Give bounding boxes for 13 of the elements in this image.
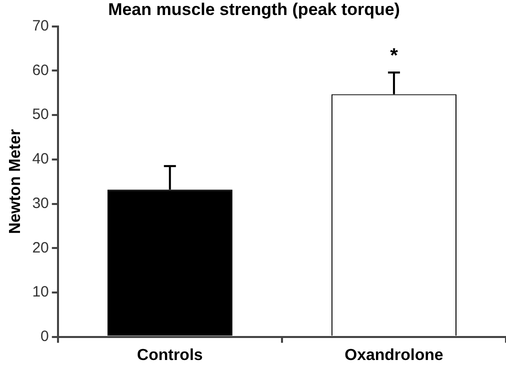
y-tick-label: 60 [32, 62, 49, 79]
y-tick-label: 40 [32, 150, 49, 168]
y-axis-title: Newton Meter [7, 129, 24, 234]
y-tick-label: 20 [32, 239, 49, 256]
y-tick-label: 10 [32, 284, 49, 301]
y-tick-label: 70 [32, 18, 49, 35]
y-tick-label: 50 [32, 106, 49, 124]
x-tick-label: Oxandrolone [344, 346, 444, 364]
chart-title: Mean muscle strength (peak torque) [108, 0, 400, 19]
annotation: * [390, 45, 398, 68]
y-tick-label: 0 [40, 328, 49, 345]
y-tick-label: 30 [32, 194, 49, 212]
x-tick-label: Controls [137, 346, 203, 364]
